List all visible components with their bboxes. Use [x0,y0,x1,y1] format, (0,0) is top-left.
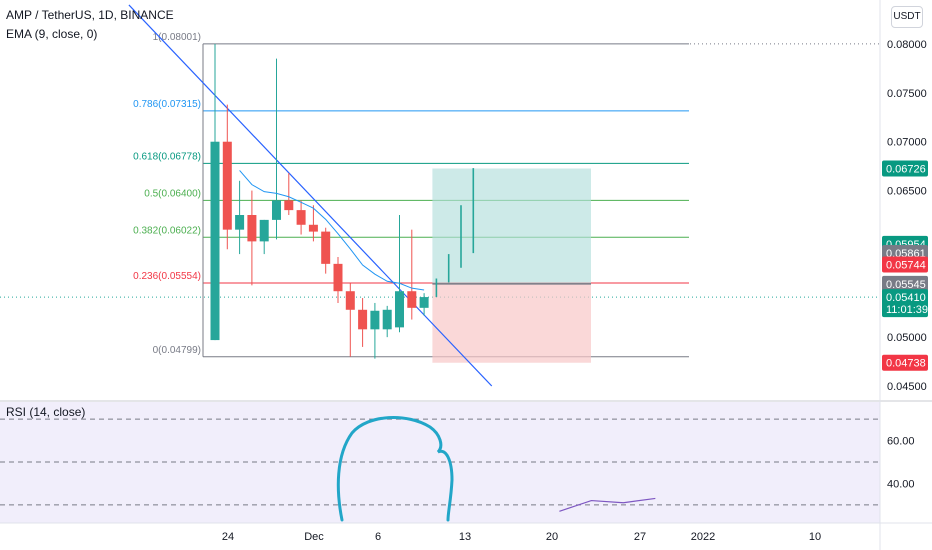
price-badge-bg [882,289,928,318]
candle [259,219,269,255]
fib-level-label: 0.382(0.06022) [133,225,201,236]
price-tick-label: 0.08000 [887,39,927,51]
candle-body [345,291,355,310]
candle-body [296,210,306,225]
price-tick-label: 0.05000 [887,332,927,344]
candle-body [395,291,404,328]
candle [284,172,294,215]
price-badge-value: 0.06726 [886,163,926,175]
candle-body [222,141,232,230]
price-badge: 0.05744 [882,256,928,273]
price-badge: 0.05545 [882,275,928,292]
candle [210,44,220,341]
fib-level-label: 0.786(0.07315) [133,99,201,110]
rsi-line [559,497,656,512]
price-badge-bg [882,275,928,292]
candle-body [370,310,380,330]
price-badge-bg [882,354,928,371]
price-badge: 0.06726 [882,160,928,177]
candle-body [247,215,257,242]
candle [345,283,355,357]
price-tick-label: 0.04500 [887,381,927,393]
position-stop-zone [432,283,591,363]
candle-body [321,231,331,264]
candle [222,104,232,250]
candle-body [358,309,368,330]
candle-body [210,141,220,341]
candle-body [419,297,429,308]
time-tick-label: Dec [304,531,324,543]
candle [358,298,368,347]
candle [247,190,257,286]
price-tick-label: 0.07000 [887,137,927,149]
candle [370,302,380,359]
annotation-circle [336,416,454,522]
countdown-timer: 11:01:39 [886,304,928,316]
time-tick-label: 2022 [691,531,715,543]
price-badge: 0.04738 [882,354,928,371]
price-badge-value: 0.05744 [886,259,926,271]
candle [296,200,306,235]
price-badge-value: 0.05545 [886,279,926,291]
candle-body [235,215,245,230]
time-tick-label: 10 [809,531,821,543]
time-tick-label: 27 [634,531,646,543]
price-badge-value: 0.05410 [886,292,926,304]
time-tick-label: 6 [375,531,381,543]
rsi-legend[interactable]: RSI (14, close) [6,405,86,419]
candle [321,227,331,274]
ema-line [239,170,425,291]
candle [333,257,343,303]
rsi-tick-label: 60.00 [887,436,915,448]
candle-body [308,224,318,232]
candle-body [333,263,343,292]
candle-body [259,219,269,242]
time-tick-label: 13 [459,531,471,543]
candle [235,180,245,255]
candle [382,305,392,338]
ema-legend[interactable]: EMA (9, close, 0) [6,27,98,41]
price-tick-label: 0.06500 [887,186,927,198]
candle [272,58,281,240]
fib-level-label: 0(0.04799) [153,345,201,356]
price-badge-value: 0.04738 [886,358,926,370]
price-tick-label: 0.07500 [887,88,927,100]
rsi-tick-label: 40.00 [887,478,915,490]
time-tick-label: 20 [546,531,558,543]
fib-level-label: 1(0.08001) [153,32,201,43]
symbol-title: AMP / TetherUS, 1D, BINANCE [6,8,174,22]
candle [407,229,417,320]
candle [419,293,429,316]
fib-level-label: 0.618(0.06778) [133,151,201,162]
candle-body [407,291,417,308]
price-badge-bg [882,256,928,273]
trendline [128,4,493,387]
position-target-zone [432,168,591,284]
candle-body [382,309,392,330]
candle-body [284,200,294,211]
candle-body [272,200,281,220]
candle [395,215,404,333]
time-tick-label: 24 [222,531,234,543]
fib-level-label: 0.5(0.06400) [144,188,201,199]
price-badge-bg [882,160,928,177]
fib-level-label: 0.236(0.05554) [133,271,201,282]
currency-button[interactable]: USDT [891,6,923,28]
candle [308,205,318,242]
